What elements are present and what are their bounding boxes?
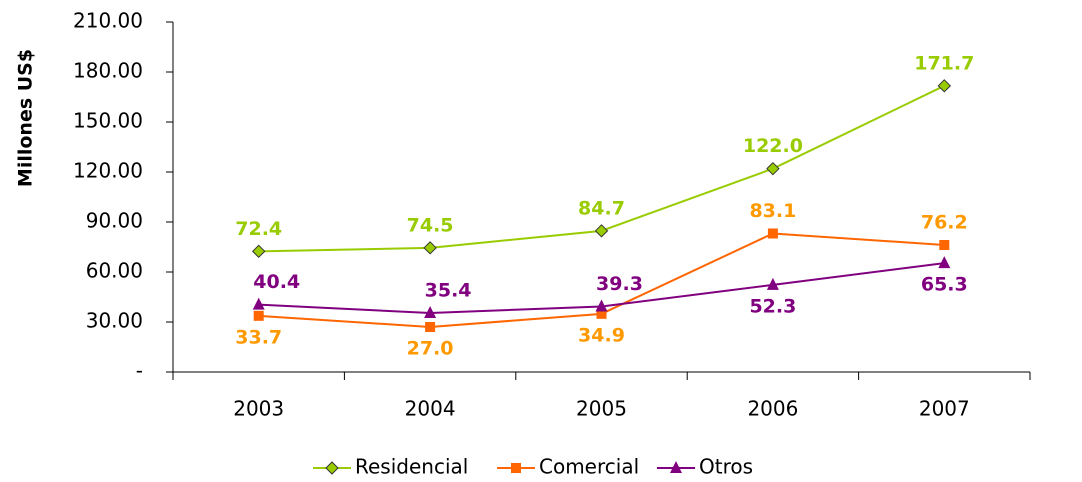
y-axis-title: Millones US$ (15, 49, 37, 187)
y-tick-label: 150.00 (73, 109, 143, 133)
data-label: 35.4 (425, 280, 472, 302)
x-tick-label: 2006 (747, 397, 798, 421)
y-tick-label: 120.00 (73, 159, 143, 183)
y-tick-label: - (136, 359, 143, 383)
data-label: 84.7 (578, 197, 625, 219)
y-tick-label: 30.00 (86, 309, 143, 333)
legend-marker (325, 461, 339, 475)
x-tick-label: 2005 (576, 397, 627, 421)
data-label: 76.2 (921, 212, 968, 234)
y-tick-label: 60.00 (86, 259, 143, 283)
data-label: 74.5 (407, 214, 454, 236)
data-label: 34.9 (578, 324, 625, 346)
data-label: 40.4 (253, 271, 300, 293)
data-label: 83.1 (749, 200, 796, 222)
marker (938, 256, 951, 269)
legend-label: Residencial (355, 455, 468, 479)
marker (424, 306, 437, 318)
marker (253, 310, 264, 321)
legend-marker (511, 463, 521, 473)
data-label: 33.7 (235, 326, 282, 348)
legend-marker (670, 461, 682, 473)
data-label: 122.0 (743, 135, 803, 157)
data-label: 39.3 (596, 273, 643, 295)
marker (252, 297, 265, 310)
marker (766, 161, 780, 176)
marker (939, 240, 950, 250)
legend-label: Comercial (539, 455, 639, 479)
legend-label: Otros (699, 455, 753, 479)
x-tick-label: 2007 (919, 397, 970, 421)
data-label: 65.3 (921, 274, 968, 296)
y-tick-label: 90.00 (86, 209, 143, 233)
y-tick-label: 180.00 (73, 59, 143, 83)
x-tick-label: 2003 (233, 397, 284, 421)
data-label: 72.4 (235, 218, 282, 240)
marker (596, 308, 607, 319)
data-label: 171.7 (914, 52, 974, 74)
x-tick-label: 2004 (405, 397, 456, 421)
data-label: 52.3 (749, 295, 796, 317)
marker (251, 244, 266, 259)
marker (423, 241, 437, 255)
marker (767, 228, 778, 239)
data-label: 27.0 (407, 338, 454, 360)
marker (595, 299, 608, 312)
y-tick-label: 210.00 (73, 9, 143, 33)
marker (425, 322, 436, 332)
marker (937, 79, 952, 93)
marker (766, 277, 779, 290)
marker (594, 224, 609, 238)
